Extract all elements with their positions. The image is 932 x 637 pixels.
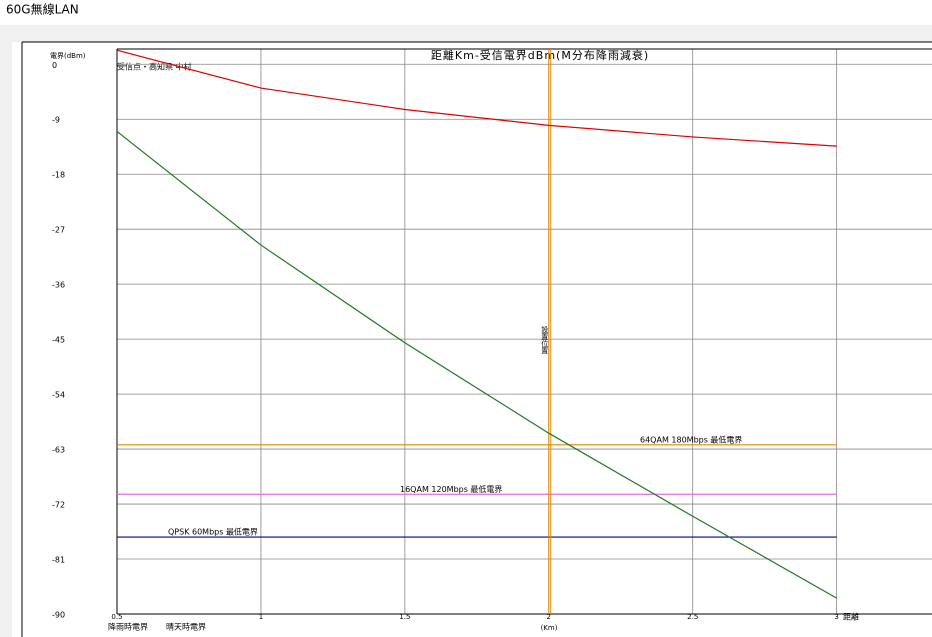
y-tick-label: -54 xyxy=(52,391,65,400)
legend-entry: 晴天時電界 xyxy=(166,622,206,632)
y-tick-label: -27 xyxy=(52,226,65,235)
y-tick-label: -90 xyxy=(52,611,65,620)
threshold-label: 64QAM 180Mbps 最低電界 xyxy=(640,434,742,444)
marker-label: 設置位置 xyxy=(541,325,549,354)
series-line xyxy=(116,130,837,599)
chart-subtitle: 受信点・高知県 中村 xyxy=(117,62,192,72)
chart-title: 距離Km-受信電界dBm(M分布降雨減衰) xyxy=(431,48,649,62)
x-tick-label: 2 xyxy=(547,613,551,621)
y-tick-label: -81 xyxy=(52,556,65,565)
x-tick-label: 1.5 xyxy=(399,613,410,621)
x-tick-label: 3 xyxy=(834,613,838,621)
x-axis-unit: (Km) xyxy=(541,624,558,632)
y-tick-label: -45 xyxy=(52,336,65,345)
y-tick-label: -63 xyxy=(52,446,65,455)
legend-entry: 降雨時電界 xyxy=(108,622,148,632)
x-tick-label: 2.5 xyxy=(687,613,698,621)
threshold-label: QPSK 60Mbps 最低電界 xyxy=(168,527,258,537)
series-line xyxy=(116,49,837,147)
y-tick-label: 0 xyxy=(52,61,57,70)
y-tick-label: -9 xyxy=(52,116,60,125)
y-tick-label: -72 xyxy=(52,501,65,510)
y-tick-label: -36 xyxy=(52,281,65,290)
x-axis-label: 距離 xyxy=(843,612,859,622)
x-tick-label: 0.5 xyxy=(111,613,122,621)
y-axis-label: 電界(dBm) xyxy=(50,52,86,60)
threshold-label: 16QAM 120Mbps 最低電界 xyxy=(400,484,502,494)
x-tick-label: 1 xyxy=(259,613,263,621)
y-tick-label: -18 xyxy=(52,171,65,180)
window-title: 60G無線LAN xyxy=(6,2,79,17)
